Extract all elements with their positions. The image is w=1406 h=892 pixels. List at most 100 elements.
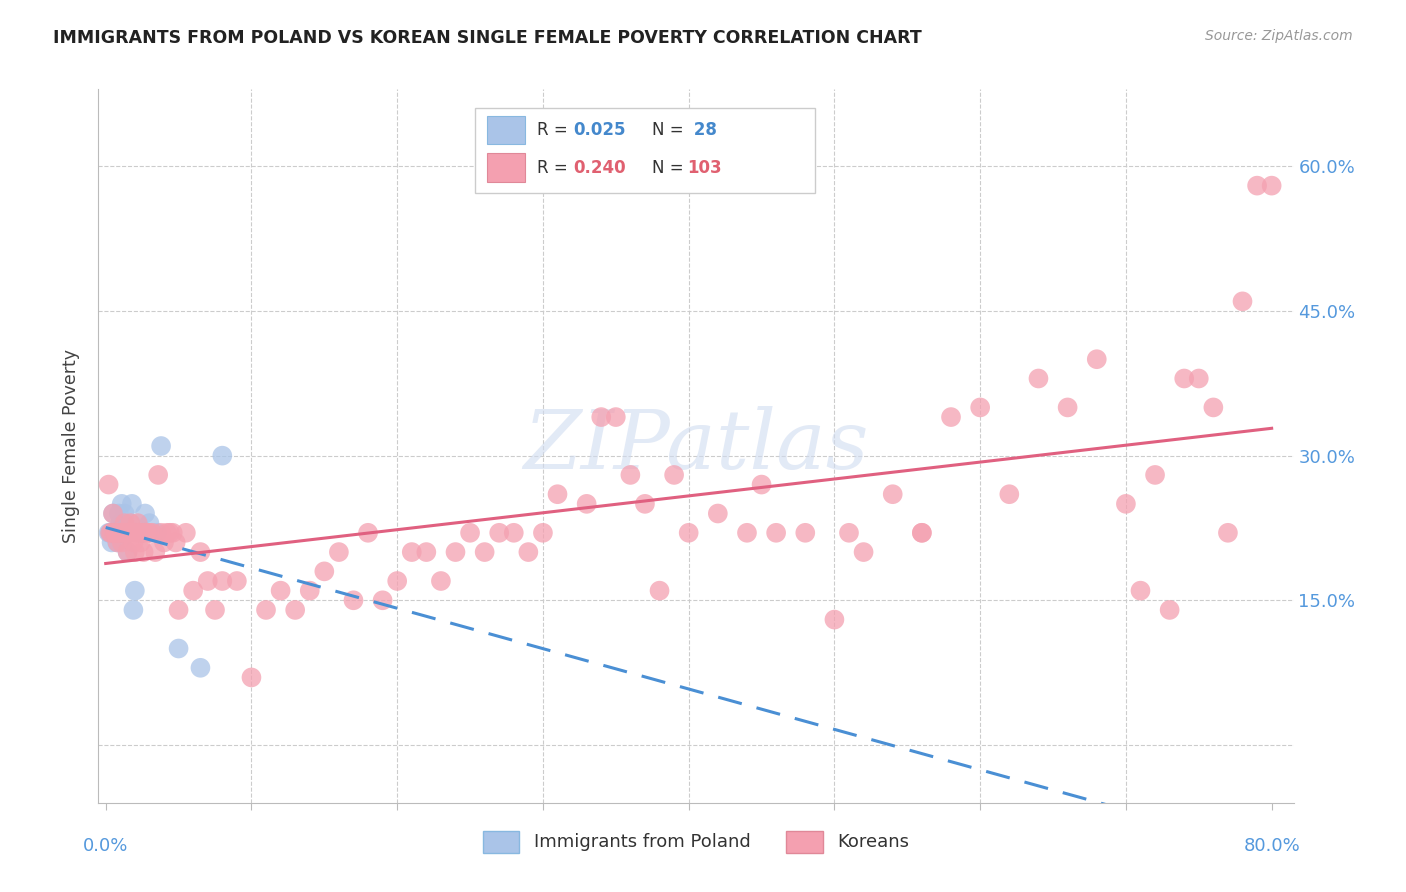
Point [108, 525, 131, 540]
Point [838, 525, 860, 540]
Point [240, 670, 263, 684]
Text: R =: R = [537, 159, 574, 177]
Point [474, 545, 496, 559]
Point [167, 641, 190, 656]
Point [823, 613, 845, 627]
Point [575, 497, 598, 511]
Point [103, 525, 125, 540]
Point [794, 525, 817, 540]
Point [430, 574, 453, 588]
Point [122, 603, 145, 617]
Point [134, 507, 156, 521]
Point [110, 516, 132, 530]
Point [284, 603, 307, 617]
Point [115, 525, 138, 540]
Point [1173, 371, 1195, 385]
Point [120, 516, 142, 530]
Point [121, 497, 143, 511]
Point [112, 525, 135, 540]
Point [298, 583, 321, 598]
Point [132, 545, 155, 559]
Text: ZIPatlas: ZIPatlas [523, 406, 869, 486]
Point [1202, 401, 1225, 415]
Point [357, 525, 380, 540]
Point [385, 574, 409, 588]
Point [114, 516, 136, 530]
Text: 0.240: 0.240 [572, 159, 626, 177]
Point [488, 525, 510, 540]
Point [619, 467, 641, 482]
Point [882, 487, 904, 501]
Point [458, 525, 481, 540]
Point [852, 545, 875, 559]
Point [939, 410, 962, 425]
Point [156, 525, 179, 540]
Point [138, 516, 160, 530]
Point [190, 545, 212, 559]
Point [648, 583, 671, 598]
Point [129, 535, 152, 549]
Point [104, 525, 127, 540]
Point [101, 507, 124, 521]
Point [197, 574, 219, 588]
Point [371, 593, 394, 607]
Point [1028, 371, 1050, 385]
Point [162, 525, 184, 540]
Point [134, 525, 156, 540]
Point [211, 449, 233, 463]
Point [148, 467, 170, 482]
Point [204, 603, 226, 617]
Point [911, 525, 934, 540]
Point [314, 565, 336, 579]
Point [765, 525, 787, 540]
Text: 103: 103 [688, 159, 723, 177]
Point [1115, 497, 1137, 511]
Point [502, 525, 524, 540]
Point [117, 545, 139, 559]
Point [1056, 401, 1078, 415]
Point [254, 603, 277, 617]
Point [751, 477, 773, 491]
Legend: Immigrants from Poland, Koreans: Immigrants from Poland, Koreans [474, 822, 918, 862]
Point [1159, 603, 1181, 617]
FancyBboxPatch shape [486, 153, 524, 182]
Point [135, 525, 157, 540]
Text: IMMIGRANTS FROM POLAND VS KOREAN SINGLE FEMALE POVERTY CORRELATION CHART: IMMIGRANTS FROM POLAND VS KOREAN SINGLE … [53, 29, 922, 46]
Point [167, 603, 190, 617]
Point [159, 525, 181, 540]
Point [105, 535, 128, 549]
Text: 0.0%: 0.0% [83, 837, 128, 855]
Point [125, 525, 148, 540]
Point [124, 545, 146, 559]
Text: Source: ZipAtlas.com: Source: ZipAtlas.com [1205, 29, 1353, 43]
Point [111, 497, 134, 511]
Point [735, 525, 758, 540]
Point [112, 516, 135, 530]
Point [328, 545, 350, 559]
Point [100, 535, 122, 549]
Point [165, 535, 187, 549]
Point [100, 525, 122, 540]
Point [1129, 583, 1152, 598]
Point [444, 545, 467, 559]
Point [138, 525, 160, 540]
Point [124, 583, 146, 598]
Point [114, 507, 136, 521]
Point [150, 525, 173, 540]
Point [145, 525, 167, 540]
Point [342, 593, 364, 607]
Point [605, 410, 627, 425]
Point [225, 574, 247, 588]
Point [98, 525, 121, 540]
FancyBboxPatch shape [486, 116, 524, 145]
Point [121, 525, 143, 540]
Point [678, 525, 700, 540]
Point [103, 525, 125, 540]
Point [131, 525, 153, 540]
Point [101, 507, 124, 521]
Y-axis label: Single Female Poverty: Single Female Poverty [62, 349, 80, 543]
Point [911, 525, 934, 540]
Point [1085, 352, 1108, 367]
Point [120, 516, 142, 530]
Point [1188, 371, 1211, 385]
